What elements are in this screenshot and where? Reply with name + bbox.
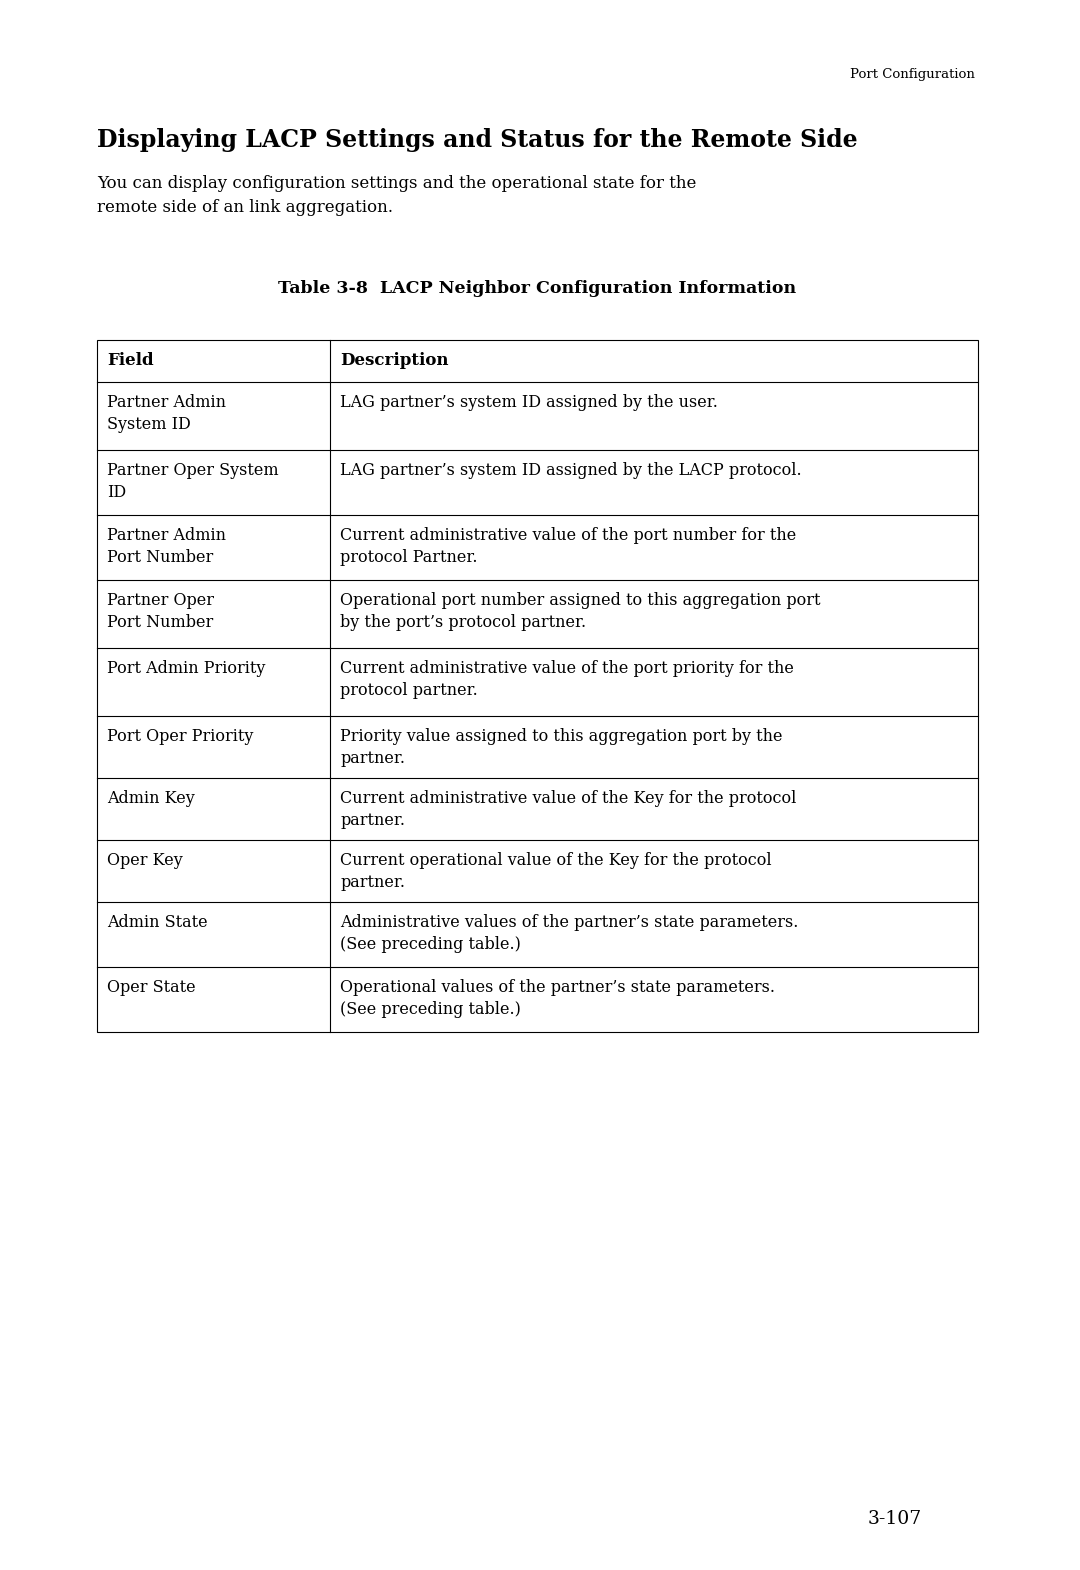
Text: Admin State: Admin State — [107, 914, 207, 931]
Text: Partner Admin
System ID: Partner Admin System ID — [107, 394, 226, 433]
Text: Partner Oper
Port Number: Partner Oper Port Number — [107, 592, 214, 631]
Text: 3-107: 3-107 — [868, 1510, 922, 1528]
Text: Table 3-8  LACP Neighbor Configuration Information: Table 3-8 LACP Neighbor Configuration In… — [278, 279, 796, 297]
Text: Current operational value of the Key for the protocol
partner.: Current operational value of the Key for… — [340, 853, 772, 890]
Text: Description: Description — [340, 352, 449, 369]
Text: Administrative values of the partner’s state parameters.
(See preceding table.): Administrative values of the partner’s s… — [340, 914, 799, 953]
Bar — [97, 341, 978, 1031]
Text: Field: Field — [107, 352, 153, 369]
Text: Partner Oper System
ID: Partner Oper System ID — [107, 462, 279, 501]
Text: LAG partner’s system ID assigned by the LACP protocol.: LAG partner’s system ID assigned by the … — [340, 462, 802, 479]
Text: Oper State: Oper State — [107, 980, 195, 995]
Text: You can display configuration settings and the operational state for the
remote : You can display configuration settings a… — [97, 174, 697, 215]
Text: Port Oper Priority: Port Oper Priority — [107, 728, 254, 746]
Text: Current administrative value of the Key for the protocol
partner.: Current administrative value of the Key … — [340, 790, 797, 829]
Text: Current administrative value of the port priority for the
protocol partner.: Current administrative value of the port… — [340, 659, 795, 699]
Text: Admin Key: Admin Key — [107, 790, 194, 807]
Text: Port Admin Priority: Port Admin Priority — [107, 659, 266, 677]
Text: Operational values of the partner’s state parameters.
(See preceding table.): Operational values of the partner’s stat… — [340, 980, 775, 1017]
Text: Displaying LACP Settings and Status for the Remote Side: Displaying LACP Settings and Status for … — [97, 129, 858, 152]
Text: Operational port number assigned to this aggregation port
by the port’s protocol: Operational port number assigned to this… — [340, 592, 821, 631]
Text: Oper Key: Oper Key — [107, 853, 183, 870]
Text: Partner Admin
Port Number: Partner Admin Port Number — [107, 528, 226, 565]
Text: Port Configuration: Port Configuration — [850, 68, 975, 82]
Text: LAG partner’s system ID assigned by the user.: LAG partner’s system ID assigned by the … — [340, 394, 718, 411]
Text: Priority value assigned to this aggregation port by the
partner.: Priority value assigned to this aggregat… — [340, 728, 783, 766]
Text: Current administrative value of the port number for the
protocol Partner.: Current administrative value of the port… — [340, 528, 797, 565]
